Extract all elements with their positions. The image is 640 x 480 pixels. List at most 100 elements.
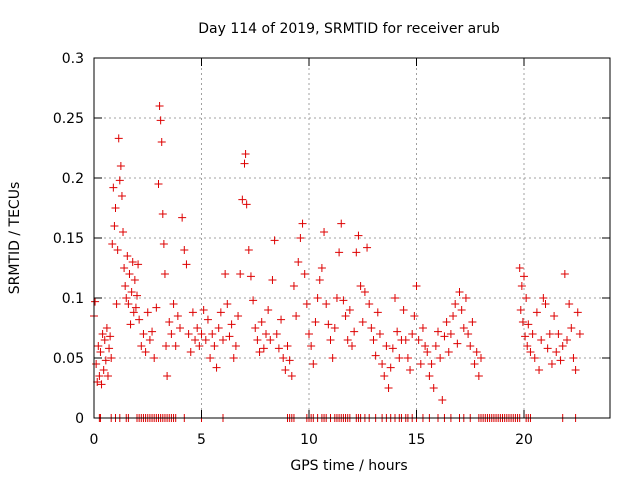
data-point (556, 356, 565, 365)
data-point (547, 360, 556, 368)
data-point (330, 324, 339, 332)
data-point (369, 336, 378, 344)
data-point (246, 272, 255, 281)
data-point (302, 300, 311, 308)
data-point (115, 176, 124, 185)
y-axis-ticks: 0 0.05 0.1 0.15 0.2 0.25 0.3 (53, 51, 610, 427)
data-point (123, 252, 132, 260)
data-point (515, 264, 524, 272)
data-point (530, 354, 539, 362)
data-point (99, 366, 108, 374)
data-point (240, 159, 249, 168)
data-point (148, 327, 157, 336)
data-point (191, 336, 200, 344)
data-point (221, 270, 230, 278)
data-point (110, 222, 119, 230)
x-axis-ticks: 0 5 10 15 20 (90, 58, 533, 448)
data-point (313, 294, 322, 302)
data-point (91, 297, 100, 306)
y-axis-label: SRMTID / TECUs (7, 182, 23, 295)
data-point (378, 360, 387, 368)
data-point (227, 320, 236, 329)
data-point (518, 318, 527, 326)
data-point (418, 324, 427, 332)
data-point (272, 330, 281, 338)
data-point (350, 327, 359, 336)
data-point (145, 336, 154, 344)
data-point (524, 320, 533, 329)
data-point (238, 195, 247, 204)
data-point (358, 318, 367, 326)
data-point (516, 306, 525, 314)
data-point (348, 342, 356, 350)
data-point (279, 354, 288, 362)
data-point (292, 312, 301, 320)
data-point (117, 192, 126, 200)
data-point (537, 336, 546, 344)
data-point (459, 324, 468, 332)
data-point (363, 243, 372, 252)
data-point (539, 294, 548, 302)
data-point (93, 378, 102, 386)
data-point (305, 330, 313, 338)
data-point (453, 339, 462, 348)
data-point (180, 246, 189, 254)
data-point (541, 300, 550, 308)
data-point (315, 276, 324, 284)
data-point (152, 303, 161, 312)
data-point (317, 264, 326, 272)
data-point (98, 330, 107, 338)
data-point (253, 336, 262, 344)
data-point (129, 308, 138, 317)
data-point (442, 318, 451, 326)
x-tick-label: 20 (515, 432, 533, 448)
data-point (382, 342, 391, 350)
y-tick-label: 0.3 (62, 51, 84, 67)
data-point (163, 372, 172, 380)
data-point (408, 330, 417, 338)
data-point (134, 260, 143, 269)
data-point (197, 330, 206, 338)
data-point (464, 330, 473, 338)
data-point (141, 348, 150, 356)
data-point (296, 234, 305, 242)
data-point (375, 330, 384, 338)
data-point (206, 354, 215, 362)
data-point (354, 231, 363, 240)
data-point (554, 330, 563, 338)
data-point (125, 270, 134, 278)
data-point (438, 396, 447, 404)
data-point (436, 354, 445, 362)
data-point (332, 294, 341, 302)
data-point (160, 270, 169, 278)
data-point (112, 300, 121, 308)
data-point (225, 332, 234, 341)
x-tick-label: 5 (197, 432, 206, 448)
data-point (324, 320, 333, 329)
data-point (124, 300, 133, 308)
data-point (188, 308, 197, 317)
y-tick-label: 0.15 (53, 231, 84, 247)
data-point (92, 360, 101, 368)
data-point (199, 306, 208, 314)
data-point (120, 264, 129, 272)
data-point (241, 150, 250, 158)
data-point (431, 342, 440, 350)
data-point (121, 282, 130, 290)
data-point (171, 342, 180, 350)
data-point (212, 363, 221, 372)
data-point (96, 348, 105, 356)
data-point (127, 288, 136, 296)
data-point (322, 300, 331, 308)
data-point (410, 312, 419, 320)
data-point (106, 332, 115, 341)
x-tick-label: 15 (408, 432, 426, 448)
y-tick-label: 0.25 (53, 111, 84, 127)
data-point (173, 312, 182, 320)
data-point (128, 258, 137, 266)
data-point (384, 384, 393, 392)
data-point (356, 282, 365, 290)
data-point (167, 330, 176, 338)
data-point (477, 354, 485, 362)
data-point (133, 291, 141, 300)
